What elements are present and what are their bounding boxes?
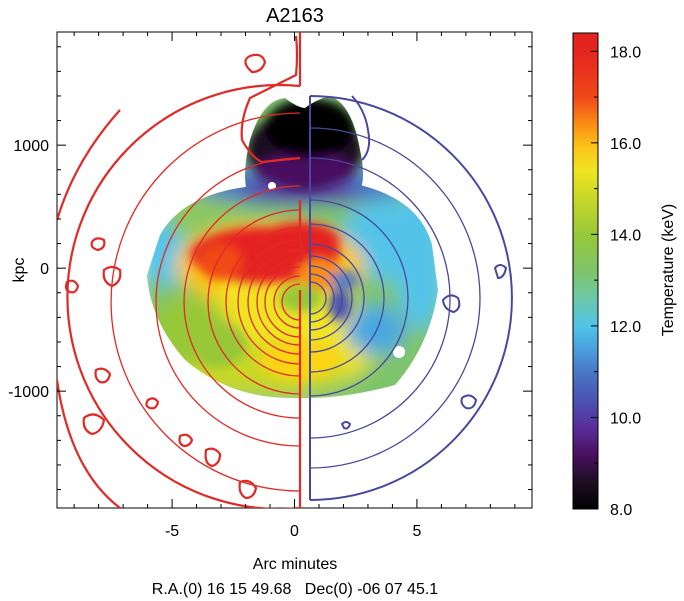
colorbar-tick-label: 16.0: [610, 136, 641, 153]
colorbar-tick-label: 14.0: [610, 227, 641, 244]
colorbar-tick-label: 8.0: [610, 502, 632, 519]
x-axis-label: Arc minutes: [253, 556, 337, 573]
colorbar-tick-label: 10.0: [610, 410, 641, 427]
y-tick-label: 0: [40, 261, 49, 278]
colorbar-tick-label: 12.0: [610, 319, 641, 336]
y-axis: 1000 0 -1000: [8, 46, 532, 491]
x-tick-label: 5: [412, 523, 421, 540]
chart-title: A2163: [266, 5, 324, 27]
blue-contours: [309, 95, 513, 501]
y-tick-label: 1000: [13, 138, 49, 155]
colorbar: 18.0 16.0 14.0 12.0 10.0 8.0 Temperature (keV…: [572, 32, 677, 519]
red-contours: [57, 32, 304, 508]
coordinates-footer: R.A.(0) 16 15 49.68 Dec(0) -06 07 45.1: [152, 581, 438, 598]
plot-area: -5 0 5 1000 0 -1000: [8, 31, 533, 540]
y-tick-label: -1000: [8, 384, 49, 401]
colorbar-tick-label: 18.0: [610, 44, 641, 61]
x-tick-label: 0: [290, 523, 299, 540]
x-tick-label: -5: [165, 523, 179, 540]
colorbar-bar: [572, 32, 599, 510]
x-axis: -5 0 5: [73, 32, 516, 540]
colorbar-label: Temperature (keV): [660, 204, 677, 337]
y-axis-label: kpc: [11, 258, 28, 283]
